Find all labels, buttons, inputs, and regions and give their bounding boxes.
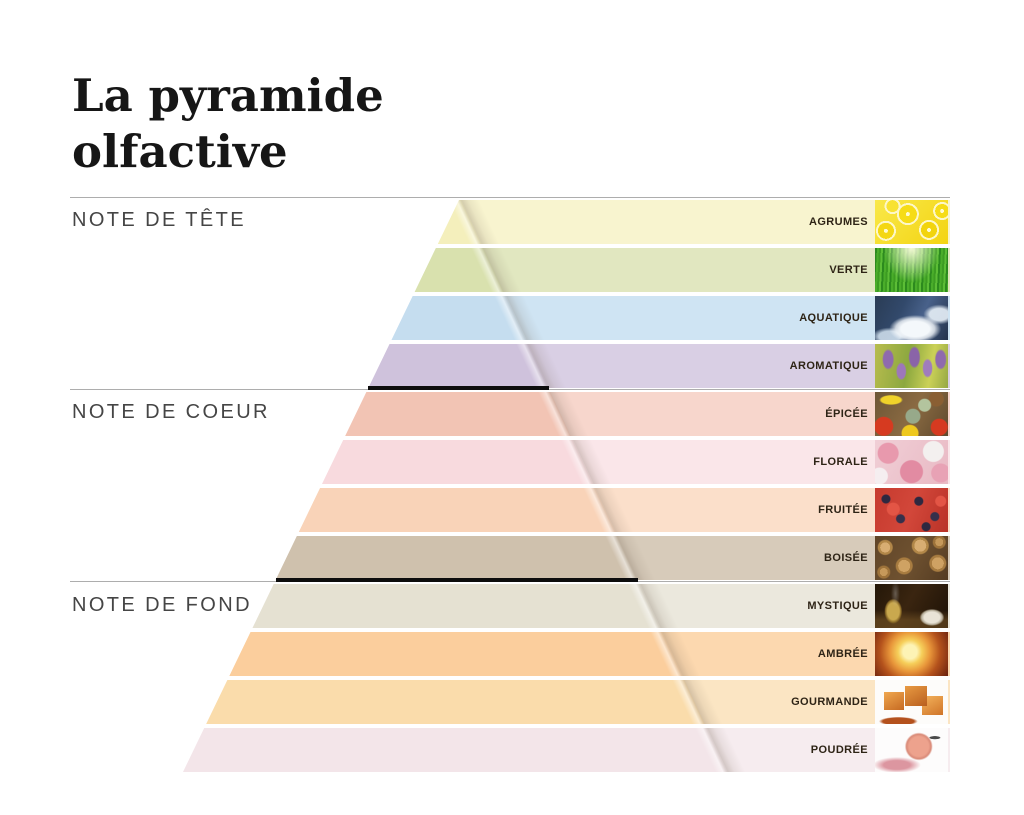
incense-photo — [875, 584, 948, 628]
band-fruitee-inside-triangle — [298, 488, 616, 532]
band-poudree: POUDRÉE — [182, 728, 950, 772]
band-verte: VERTE — [414, 248, 950, 292]
page-title-line1: La pyramide — [72, 69, 384, 122]
wood-logs-photo — [875, 536, 948, 580]
band-label-mystique: MYSTIQUE — [807, 600, 868, 612]
band-ambree-inside-triangle — [229, 632, 683, 676]
band-label-boisee: BOISÉE — [824, 552, 868, 564]
band-aromatique-inside-triangle — [368, 344, 549, 388]
page-title-line2: olfactive — [72, 125, 288, 179]
band-label-epicee: ÉPICÉE — [825, 408, 868, 420]
band-gourmande: GOURMANDE — [206, 680, 950, 724]
ocean-wave-photo — [875, 296, 948, 340]
band-gourmande-inside-triangle — [206, 680, 705, 724]
section-label-note-de-tete: NOTE DE TÊTE — [72, 209, 247, 231]
band-label-gourmande: GOURMANDE — [791, 696, 868, 708]
section-label-note-de-coeur: NOTE DE COEUR — [72, 401, 270, 423]
divider-tete-coeur — [368, 386, 549, 390]
green-grass-photo — [875, 248, 948, 292]
spices-photo — [875, 392, 948, 436]
band-label-ambree: AMBRÉE — [817, 648, 868, 660]
band-mystique-inside-triangle — [252, 584, 661, 628]
band-epicee-inside-triangle — [345, 392, 571, 436]
band-aromatique: AROMATIQUE — [368, 344, 950, 388]
band-aquatique: AQUATIQUE — [391, 296, 950, 340]
caramel-candy-photo — [875, 680, 948, 724]
band-boisee-inside-triangle — [275, 536, 638, 580]
band-label-aquatique: AQUATIQUE — [799, 312, 868, 324]
section-label-note-de-fond: NOTE DE FOND — [72, 594, 252, 616]
band-label-agrumes: AGRUMES — [808, 216, 868, 228]
lemon-slices-photo — [875, 200, 948, 244]
lavender-field-photo — [875, 344, 948, 388]
band-label-poudree: POUDRÉE — [810, 744, 868, 756]
powder-puff-photo — [875, 728, 948, 772]
band-boisee: BOISÉE — [275, 536, 950, 580]
band-label-verte: VERTE — [829, 264, 868, 276]
red-berries-photo — [875, 488, 948, 532]
band-poudree-inside-triangle — [182, 728, 728, 772]
band-agrumes: AGRUMES — [437, 200, 950, 244]
divider-coeur-fond — [276, 578, 638, 582]
band-epicee: ÉPICÉE — [345, 392, 950, 436]
band-fruitee: FRUITÉE — [298, 488, 950, 532]
band-ambree: AMBRÉE — [229, 632, 950, 676]
band-florale-inside-triangle — [321, 440, 594, 484]
page-title: La pyramide olfactive — [72, 68, 384, 181]
band-florale: FLORALE — [321, 440, 950, 484]
section-rule-tete — [70, 197, 950, 198]
band-label-florale: FLORALE — [813, 456, 868, 468]
band-label-fruitee: FRUITÉE — [818, 504, 868, 516]
amber-glow-photo — [875, 632, 948, 676]
band-mystique: MYSTIQUE — [252, 584, 950, 628]
band-label-aromatique: AROMATIQUE — [789, 360, 868, 372]
roses-photo — [875, 440, 948, 484]
